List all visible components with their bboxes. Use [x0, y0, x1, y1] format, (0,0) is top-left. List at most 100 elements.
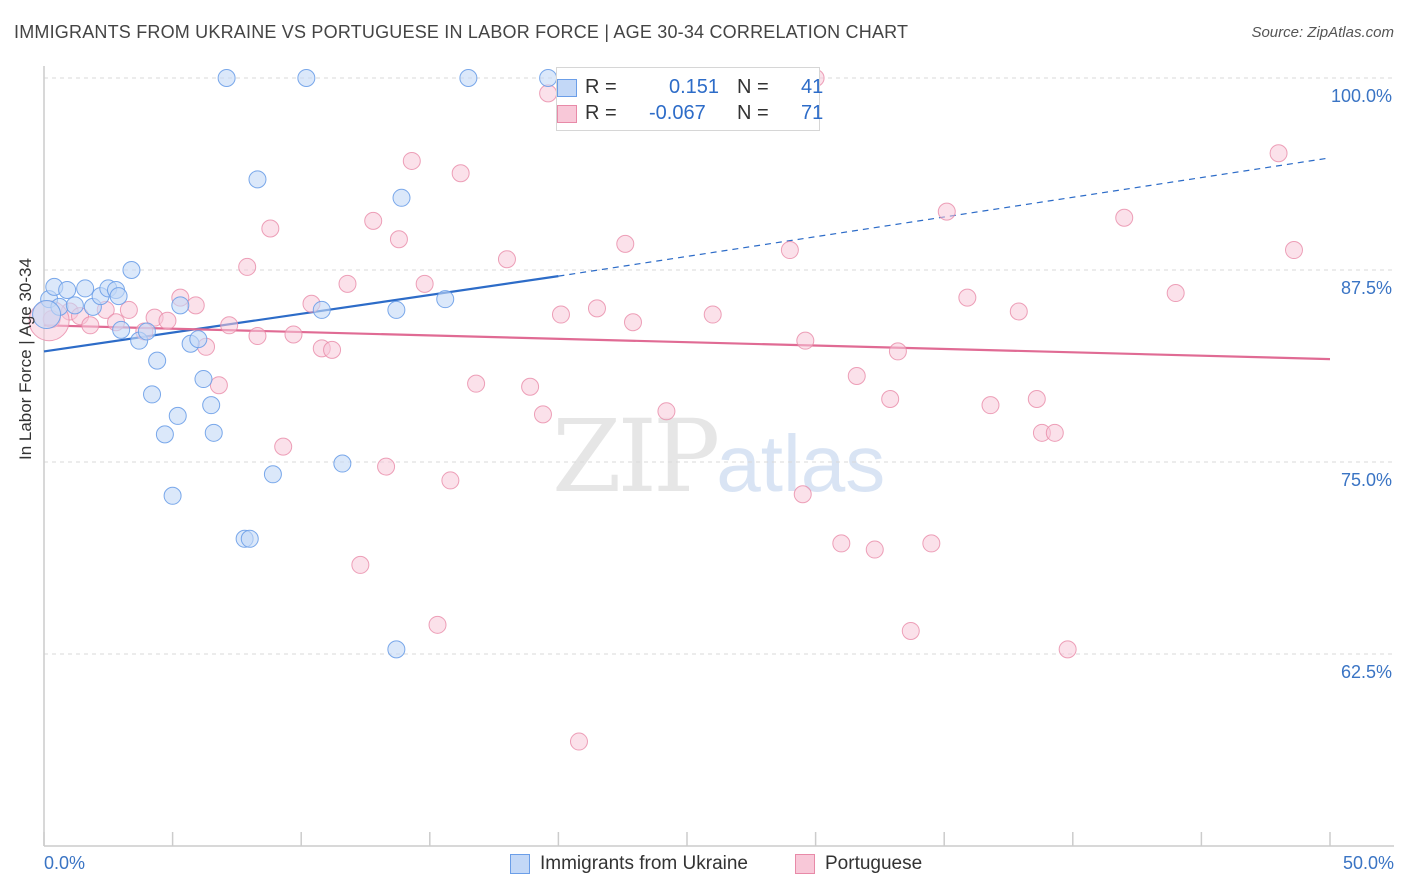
- legend-item-ukraine: Immigrants from Ukraine: [510, 853, 748, 875]
- watermark-zip: ZIP: [552, 398, 720, 515]
- portuguese-n-value: 71: [801, 102, 824, 124]
- portuguese-point: [220, 316, 239, 335]
- portuguese-point: [539, 84, 558, 103]
- portuguese-point: [1045, 423, 1064, 442]
- portuguese-point: [958, 288, 977, 307]
- legend-portuguese-swatch: [795, 853, 815, 874]
- portuguese-point: [847, 366, 866, 385]
- portuguese-point: [793, 485, 812, 504]
- watermark: ZIPatlas: [552, 398, 885, 515]
- portuguese-point: [888, 342, 907, 361]
- ukraine-point: [312, 300, 331, 319]
- portuguese-point: [209, 376, 228, 395]
- portuguese-point: [703, 305, 722, 324]
- portuguese-point: [261, 219, 280, 238]
- ukraine-r-value: 0.151: [669, 76, 720, 98]
- portuguese-point: [274, 437, 293, 456]
- y-tick-label-62-5: 62.5%: [1340, 662, 1392, 682]
- portuguese-point: [364, 211, 383, 230]
- ukraine-point: [76, 279, 95, 298]
- ukraine-point: [112, 320, 131, 339]
- x-tick-label-max: 50.0%: [1342, 853, 1394, 873]
- portuguese-point: [780, 241, 799, 260]
- portuguese-point: [1284, 241, 1303, 260]
- portuguese-point: [623, 313, 642, 332]
- portuguese-point: [881, 390, 900, 409]
- ukraine-trend-line: [43, 275, 559, 353]
- portuguese-n-label: N =: [737, 102, 769, 124]
- portuguese-point: [657, 402, 676, 421]
- y-tick-label-87-5: 87.5%: [1340, 278, 1392, 298]
- portuguese-point: [248, 327, 267, 346]
- portuguese-swatch: [557, 105, 577, 123]
- ukraine-point: [58, 280, 77, 299]
- portuguese-point: [158, 311, 177, 330]
- portuguese-point: [402, 151, 421, 170]
- ukraine-point: [217, 69, 236, 87]
- ukraine-n-value: 41: [801, 76, 824, 98]
- ukraine-point: [148, 351, 167, 370]
- portuguese-point: [377, 457, 396, 476]
- portuguese-point: [865, 540, 884, 559]
- portuguese-point: [521, 377, 540, 396]
- portuguese-point: [389, 230, 408, 249]
- ukraine-point: [539, 69, 558, 87]
- ukraine-point: [171, 296, 190, 315]
- legend-portuguese-label: Portuguese: [825, 853, 923, 874]
- ukraine-point: [163, 486, 182, 505]
- y-tick-label-75: 75.0%: [1340, 470, 1392, 490]
- chart-title: IMMIGRANTS FROM UKRAINE VS PORTUGUESE IN…: [14, 22, 909, 42]
- source-credit: Source: ZipAtlas.com: [1251, 24, 1394, 41]
- ukraine-point: [387, 300, 406, 319]
- legend-ukraine-swatch: [510, 853, 530, 874]
- legend-item-portuguese: Portuguese: [795, 853, 922, 875]
- portuguese-point: [81, 316, 100, 335]
- y-axis-label: In Labor Force | Age 30-34: [16, 258, 35, 460]
- ukraine-point: [263, 465, 282, 484]
- portuguese-point: [616, 234, 635, 253]
- ukraine-point: [65, 296, 84, 315]
- portuguese-point: [551, 305, 570, 324]
- portuguese-point: [1058, 640, 1077, 659]
- ukraine-point: [459, 69, 478, 87]
- portuguese-point: [832, 534, 851, 553]
- portuguese-point: [937, 202, 956, 221]
- portuguese-point: [284, 325, 303, 344]
- portuguese-trend-line: [43, 324, 1331, 361]
- portuguese-point: [587, 299, 606, 318]
- portuguese-point: [1009, 302, 1028, 321]
- portuguese-point: [323, 340, 342, 359]
- ukraine-point: [392, 188, 411, 207]
- portuguese-point: [467, 374, 486, 393]
- legend-ukraine-label: Immigrants from Ukraine: [540, 853, 748, 874]
- x-tick-label-min: 0.0%: [44, 853, 86, 873]
- ukraine-point: [248, 170, 267, 189]
- ukraine-point: [109, 287, 128, 306]
- portuguese-point: [1115, 208, 1134, 227]
- axes: [43, 66, 1394, 847]
- portuguese-point: [441, 471, 460, 490]
- portuguese-point: [351, 555, 370, 574]
- ukraine-point: [387, 640, 406, 659]
- portuguese-point: [981, 396, 1000, 415]
- portuguese-point: [1269, 144, 1288, 163]
- ukraine-r-label: R =: [585, 76, 617, 98]
- ukraine-n-label: N =: [737, 76, 769, 98]
- portuguese-point: [119, 300, 138, 319]
- grid-lines: [44, 77, 1394, 655]
- portuguese-point: [569, 732, 588, 751]
- y-tick-label-100: 100.0%: [1330, 86, 1392, 106]
- ukraine-point: [155, 425, 174, 444]
- portuguese-point: [338, 274, 357, 293]
- portuguese-point: [533, 405, 552, 424]
- ukraine-point: [189, 330, 208, 349]
- ukraine-point: [122, 261, 141, 279]
- ukraine-point: [202, 396, 221, 415]
- data-points: [28, 69, 1303, 751]
- portuguese-point: [428, 615, 447, 634]
- correlation-legend: R = 0.151 N = 41 R = -0.067 N = 71: [556, 67, 824, 131]
- portuguese-point: [796, 331, 815, 350]
- ukraine-point: [436, 290, 455, 309]
- ukraine-point: [297, 69, 316, 87]
